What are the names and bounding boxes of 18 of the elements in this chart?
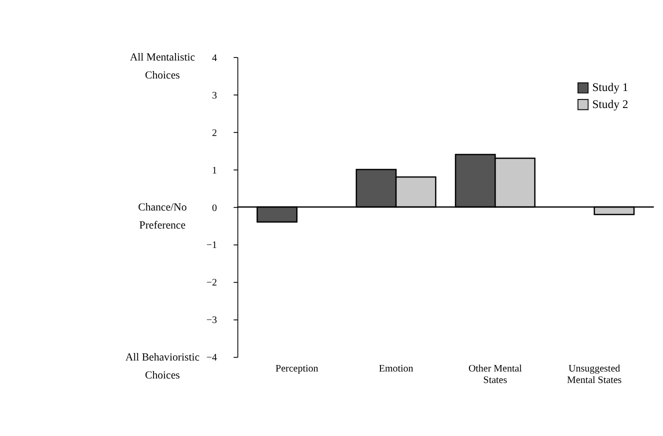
legend-label: Study 1	[592, 81, 628, 94]
x-tick-label: Perception	[276, 364, 318, 375]
legend-label: Study 2	[592, 98, 628, 111]
y-tick-label: 4	[212, 52, 217, 64]
y-tick-label: 0	[212, 202, 217, 214]
text: All Behavioristic Choices	[125, 351, 200, 382]
x-tick-label: Other Mental States	[468, 364, 522, 386]
y-tick-label: −4	[206, 352, 217, 364]
y-tick-label: −1	[206, 240, 217, 252]
text: Chance/No Preference	[138, 201, 187, 232]
text: All Mentalistic Choices	[130, 51, 196, 82]
y-tick-label: 3	[212, 90, 217, 102]
x-tick-label: Unsuggested Mental States	[567, 364, 622, 386]
y-tick-label: −2	[206, 278, 217, 289]
y-tick-label: −3	[206, 315, 217, 326]
y-tick-label: 2	[212, 128, 217, 139]
y-tick-label: 1	[212, 165, 217, 176]
x-tick-label: Emotion	[378, 364, 414, 375]
